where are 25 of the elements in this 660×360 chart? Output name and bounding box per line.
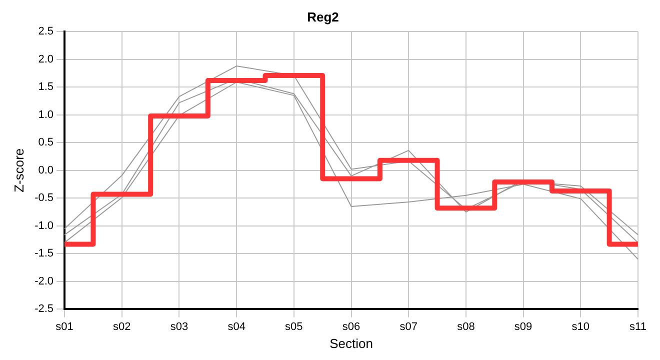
y-tick-label: 1.0 — [38, 108, 54, 121]
y-tick-label: 0.0 — [38, 164, 54, 176]
x-tick-label: s01 — [56, 320, 74, 333]
x-tick-label: s09 — [514, 320, 532, 333]
x-tick-label: s11 — [630, 320, 646, 333]
y-tick-label: 2.0 — [38, 53, 54, 66]
chart-title: Reg2 — [307, 9, 339, 24]
x-axis-title: Section — [330, 336, 373, 351]
y-tick-label: -2.5 — [34, 303, 54, 316]
x-tick-label: s05 — [285, 320, 303, 333]
x-tick-label: s02 — [113, 320, 131, 333]
x-tick-label: s08 — [457, 320, 475, 333]
x-tick-label: s03 — [170, 320, 188, 333]
x-tick-label: s10 — [572, 320, 590, 333]
x-tick-label: s04 — [228, 320, 246, 333]
y-tick-label: -1.5 — [34, 248, 54, 260]
y-axis-title: Z-score — [11, 148, 26, 192]
x-tick-label: s07 — [400, 320, 418, 333]
x-tick-label: s06 — [342, 320, 360, 333]
y-tick-label: 2.5 — [38, 26, 54, 38]
y-tick-label: -1.0 — [34, 220, 54, 232]
y-tick-label: 1.5 — [38, 81, 54, 94]
y-tick-label: -0.5 — [34, 192, 54, 204]
y-tick-label: 0.5 — [38, 136, 54, 149]
y-tick-label: -2.0 — [34, 275, 54, 288]
